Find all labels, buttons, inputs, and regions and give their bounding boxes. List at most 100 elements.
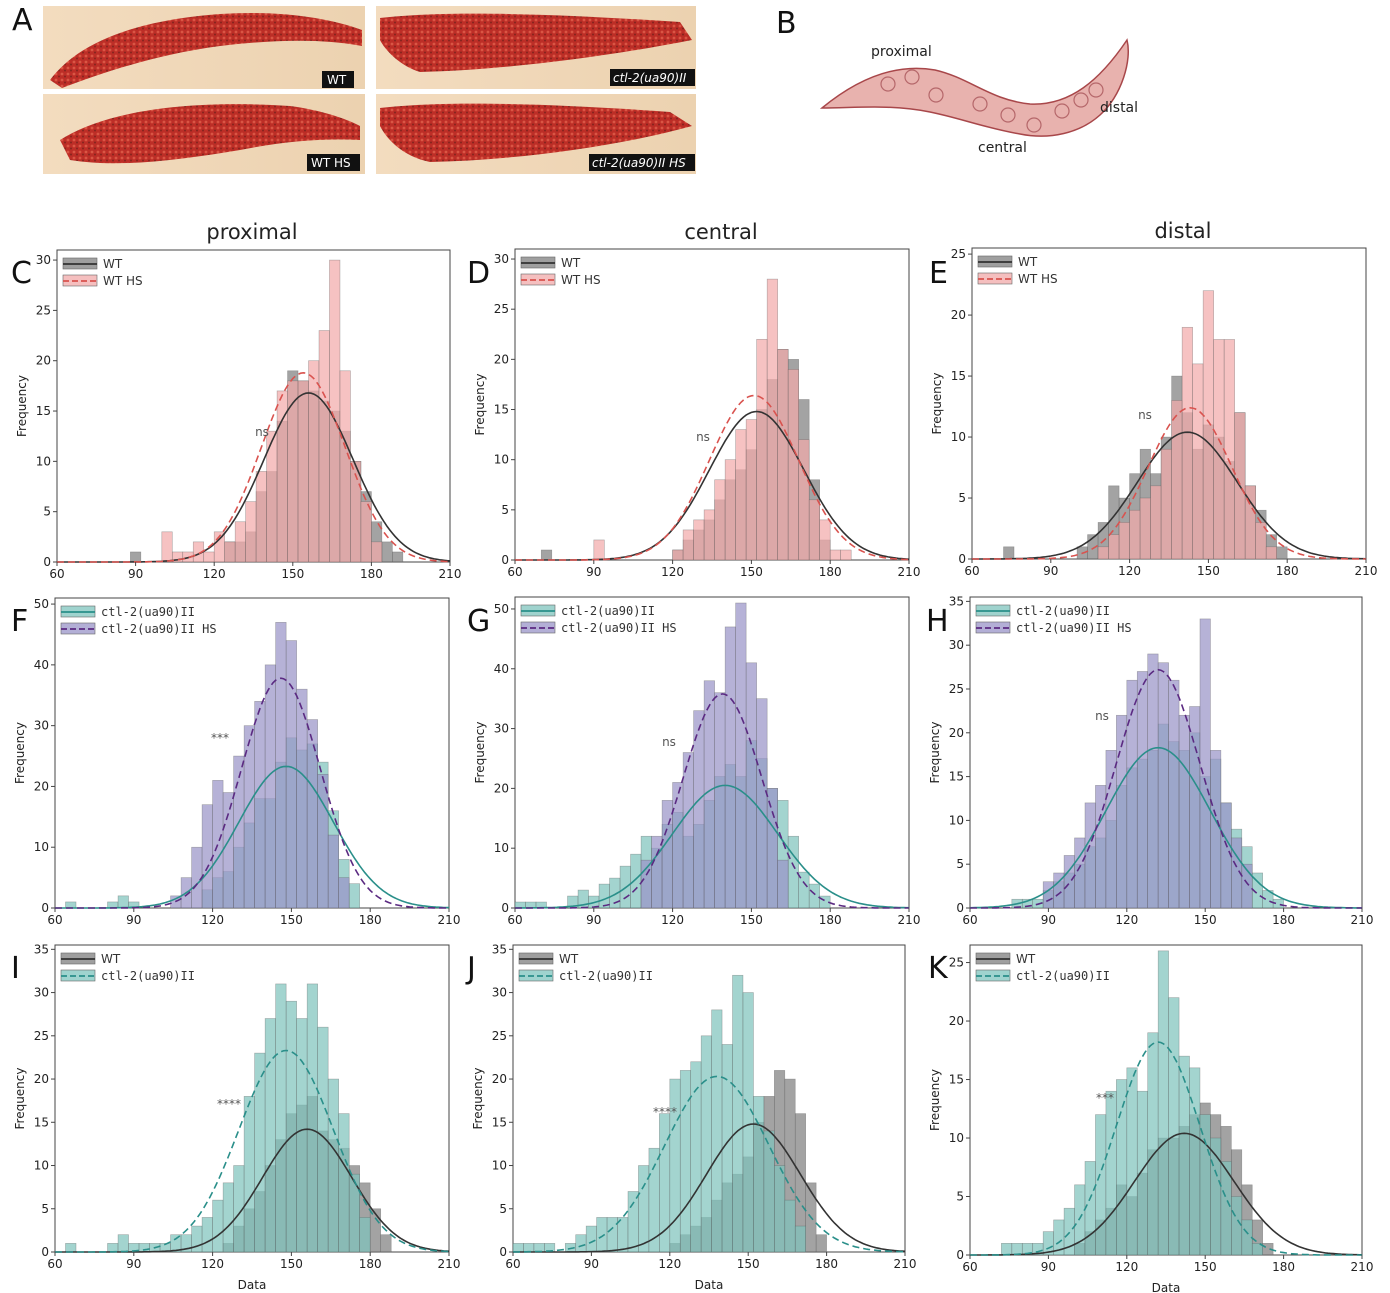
histogram-bar [1097, 546, 1109, 560]
histogram-bar [201, 1217, 213, 1253]
histogram-bar [338, 877, 350, 909]
y-tick-label: 30 [34, 719, 49, 733]
y-tick-label: 40 [494, 662, 509, 676]
histogram-bar [774, 1165, 786, 1253]
histogram-bar [593, 539, 605, 561]
histogram-bar [724, 459, 736, 561]
y-axis-label: Frequency [13, 722, 27, 784]
fit-curve [970, 1132, 1362, 1256]
histogram-bar [1178, 714, 1190, 909]
label-proximal: proximal [871, 44, 932, 60]
histogram-bar [606, 1217, 618, 1253]
y-tick-label: 15 [951, 369, 966, 383]
histogram-bar [617, 1217, 629, 1253]
panel-label: G [467, 604, 490, 639]
y-tick-label: 10 [36, 454, 51, 468]
histogram-bar [1147, 653, 1159, 909]
x-tick-label: 210 [894, 1257, 917, 1271]
y-tick-label: 40 [34, 658, 49, 672]
panel-label: F [11, 604, 28, 639]
x-tick-label: 60 [964, 564, 979, 578]
panel-a-label: A [12, 3, 33, 38]
histogram-bar [317, 1026, 329, 1253]
significance-annotation: *** [211, 731, 229, 745]
histogram-bar [359, 1217, 371, 1253]
y-tick-label: 5 [501, 503, 509, 517]
histogram-bar [317, 773, 329, 909]
histogram-bar [1095, 1114, 1107, 1256]
histogram-bar [840, 549, 852, 561]
y-axis-label: Frequency [930, 373, 944, 435]
y-tick-label: 5 [43, 505, 51, 519]
histogram-bar [212, 780, 224, 909]
histogram-bar [327, 834, 339, 909]
x-tick-label: 120 [661, 565, 684, 579]
x-tick-label: 180 [359, 1257, 382, 1271]
histogram-bar [1150, 485, 1162, 560]
histogram-bar [753, 1096, 765, 1253]
legend-entry: WT HS [1018, 272, 1058, 286]
histogram-bar [672, 549, 684, 561]
bars-ctl-2-ua90-ii-hs [170, 622, 350, 909]
y-tick-label: 0 [956, 901, 964, 915]
histogram-bar [669, 1078, 681, 1253]
y-tick-label: 10 [494, 453, 509, 467]
histogram-bar [1189, 706, 1201, 909]
histogram-bar [682, 529, 694, 561]
histogram-bar [1136, 671, 1149, 909]
x-tick-label: 150 [280, 913, 303, 927]
histogram-bar [575, 1234, 587, 1253]
col-title-proximal: proximal [206, 220, 297, 244]
x-tick-label: 150 [1197, 564, 1220, 578]
histogram-bar [700, 1035, 712, 1253]
y-tick-label: 30 [949, 638, 964, 652]
x-tick-label: 180 [360, 567, 383, 581]
histogram-bar [360, 501, 372, 563]
histogram-bar [1189, 1067, 1201, 1256]
panel-j: J 60 90 120 150 180 210 0 5 10 15 20 25 30 35 Frequency… [465, 942, 916, 1292]
panel-label: H [926, 604, 949, 639]
y-tick-label: 0 [956, 1248, 964, 1262]
legend-entry: WT [101, 952, 121, 966]
x-tick-label: 180 [819, 565, 842, 579]
histogram-bar [808, 499, 820, 561]
histogram-bar [1168, 997, 1180, 1256]
x-tick-label: 90 [126, 1257, 141, 1271]
histogram-bar [756, 698, 768, 909]
x-tick-label: 210 [898, 565, 921, 579]
x-tick-label: 60 [962, 1260, 977, 1274]
y-axis-label: Frequency [13, 1068, 27, 1130]
legend-entry: ctl-2(ua90)II HS [561, 621, 677, 635]
y-tick-label: 25 [492, 1029, 507, 1043]
significance-annotation: ns [662, 735, 676, 749]
histogram-bar [130, 551, 142, 563]
x-tick-label: 120 [661, 913, 684, 927]
fit-curve [55, 1049, 450, 1253]
y-tick-label: 35 [949, 594, 964, 608]
y-axis-label: Frequency [473, 374, 487, 436]
y-tick-label: 25 [949, 956, 964, 970]
tag-wt-hs: WT HS [311, 156, 351, 170]
histogram-bar [339, 370, 351, 563]
histogram-bar [787, 835, 799, 909]
fit-curve [55, 1128, 450, 1253]
y-tick-label: 20 [949, 726, 964, 740]
histogram-bar [1210, 750, 1222, 909]
histogram-bar [201, 804, 213, 909]
y-axis-label: Frequency [928, 722, 942, 784]
histogram-bar [1105, 1090, 1117, 1256]
y-tick-label: 20 [494, 781, 509, 795]
histogram-bar [1223, 339, 1235, 560]
micrograph-ctl-hs: ctl-2(ua90)II HS [376, 94, 696, 174]
y-tick-label: 35 [492, 942, 507, 956]
histogram-bar [735, 602, 747, 909]
y-tick-label: 25 [949, 682, 964, 696]
histogram-bar [512, 1243, 524, 1253]
panel-a: A WT ctl-2(ua90)II WT HS ctl-2(ua90)II H… [12, 3, 696, 174]
y-tick-label: 20 [492, 1072, 507, 1086]
histogram-bar [107, 1243, 119, 1253]
micrograph-wt-hs: WT HS [43, 94, 365, 174]
y-tick-label: 50 [494, 602, 509, 616]
x-axis-label: Data [1152, 1281, 1181, 1293]
legend-entry: WT HS [561, 273, 601, 287]
